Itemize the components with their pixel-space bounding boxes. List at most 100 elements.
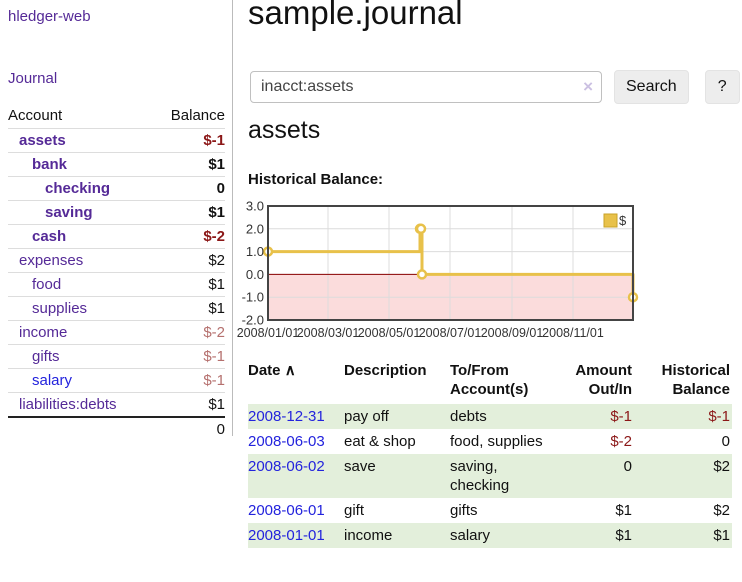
account-row: assets $-1 [8, 128, 225, 152]
transaction-row: 2008-06-01 gift gifts $1 $2 [248, 498, 732, 523]
sidebar: hledger-web Journal Account Balance asse… [0, 0, 233, 438]
transaction-accounts: debts [450, 408, 487, 425]
transaction-accounts: saving, checking [450, 458, 510, 494]
account-balance: $1 [208, 396, 225, 413]
col-tofrom: To/From Account(s) [450, 362, 529, 398]
x-axis-tick-label: 2008/07/01 [419, 326, 482, 340]
account-link[interactable]: saving [45, 204, 93, 221]
legend-label: $ [619, 213, 627, 228]
main-content: sample.journal × Search ? assets Histori… [237, 0, 742, 582]
transaction-description: gift [344, 502, 365, 519]
account-row: saving $1 [8, 200, 225, 224]
transaction-description: save [344, 458, 376, 475]
chart-title: Historical Balance: [248, 171, 384, 188]
clear-search-icon[interactable]: × [583, 77, 593, 96]
transaction-row: 2008-06-02 save saving, checking 0 $2 [248, 454, 732, 498]
x-axis-tick-label: 2008/11/01 [542, 326, 604, 340]
account-row: liabilities:debts $1 [8, 392, 225, 416]
transaction-date-link[interactable]: 2008-06-01 [248, 502, 325, 519]
account-balance: $1 [208, 300, 225, 317]
account-balance: $-1 [203, 372, 225, 389]
y-axis-tick-label: 0.0 [246, 267, 264, 282]
account-link[interactable]: food [32, 276, 62, 293]
col-amount: Amount Out/In [575, 362, 632, 398]
x-axis-tick-label: 2008/09/01 [481, 326, 544, 340]
sidebar-item-journal[interactable]: Journal [8, 70, 58, 87]
accounts-table: Account Balance assets $-1 bank $1 check… [8, 104, 225, 441]
transaction-description: eat & shop [344, 433, 416, 450]
page-title: sample.journal [248, 0, 463, 31]
transaction-date-link[interactable]: 2008-01-01 [248, 527, 325, 544]
app-brand-link[interactable]: hledger-web [8, 8, 91, 25]
transaction-date-link[interactable]: 2008-06-02 [248, 458, 325, 475]
account-balance: $-1 [203, 132, 225, 149]
col-description: Description [344, 362, 427, 379]
account-row: expenses $2 [8, 248, 225, 272]
transaction-balance: $-1 [708, 408, 730, 425]
account-balance: $1 [208, 156, 225, 173]
account-balance: $2 [208, 252, 225, 269]
account-link[interactable]: checking [45, 180, 111, 197]
transaction-description: income [344, 527, 393, 544]
transaction-balance: 0 [721, 433, 730, 450]
account-balance: 0 [216, 180, 225, 197]
account-link[interactable]: income [19, 324, 68, 341]
accounts-total: 0 [8, 416, 225, 441]
transaction-row: 2008-12-31 pay off debts $-1 $-1 [248, 404, 732, 429]
register-header-row: Date ∧ Description To/From Account(s) Am… [248, 358, 732, 404]
account-link[interactable]: cash [32, 228, 67, 245]
transaction-row: 2008-01-01 income salary $1 $1 [248, 523, 732, 548]
transaction-row: 2008-06-03 eat & shop food, supplies $-2… [248, 429, 732, 454]
plot-border [267, 205, 634, 321]
col-date[interactable]: Date ∧ [248, 358, 344, 404]
account-row: cash $-2 [8, 224, 225, 248]
help-button[interactable]: ? [704, 70, 740, 104]
account-link[interactable]: supplies [32, 300, 88, 317]
accounts-table-header: Account Balance [8, 104, 225, 128]
account-row: supplies $1 [8, 296, 225, 320]
col-balance: Historical Balance [661, 362, 730, 398]
legend-swatch [603, 213, 618, 228]
account-link[interactable]: salary [32, 372, 73, 389]
transaction-accounts: food, supplies [450, 433, 543, 450]
account-row: checking 0 [8, 176, 225, 200]
account-row: gifts $-1 [8, 344, 225, 368]
account-link[interactable]: expenses [19, 252, 84, 269]
search-bar: × Search ? [250, 70, 740, 104]
transaction-date-link[interactable]: 2008-06-03 [248, 433, 325, 450]
y-axis-tick-label: 3.0 [246, 199, 264, 214]
data-point-marker [415, 223, 427, 235]
transaction-balance: $1 [713, 527, 730, 544]
y-axis-tick-label: 1.0 [246, 244, 264, 259]
account-link[interactable]: gifts [32, 348, 60, 365]
y-axis-tick-label: -2.0 [242, 313, 264, 328]
account-link[interactable]: assets [19, 132, 66, 149]
account-row: salary $-1 [8, 368, 225, 392]
transaction-amount: $-2 [610, 433, 632, 450]
y-axis-tick-label: -1.0 [242, 290, 264, 305]
account-row: bank $1 [8, 152, 225, 176]
register-table: Date ∧ Description To/From Account(s) Am… [248, 358, 732, 548]
x-axis-tick-label: 2008/01/01 [237, 326, 300, 340]
account-link[interactable]: liabilities:debts [19, 396, 117, 413]
transaction-balance: $2 [713, 502, 730, 519]
y-axis-tick-label: 2.0 [246, 221, 264, 236]
x-axis-tick-label: 2008/05/01 [358, 326, 421, 340]
search-button[interactable]: Search [614, 70, 689, 104]
historical-balance-chart: $3.0 2.0 1.0 0.0 -1.0 -2.02008/01/012008/03/0… [237, 199, 639, 340]
account-balance: $1 [208, 276, 225, 293]
account-balance: $-2 [203, 228, 225, 245]
transaction-date-link[interactable]: 2008-12-31 [248, 408, 325, 425]
transaction-amount: $1 [615, 502, 632, 519]
transaction-description: pay off [344, 408, 389, 425]
data-point-marker [416, 269, 428, 280]
x-axis-tick-label: 2008/03/01 [297, 326, 360, 340]
transaction-balance: $2 [713, 458, 730, 475]
account-link[interactable]: bank [32, 156, 68, 173]
account-row: income $-2 [8, 320, 225, 344]
transaction-accounts: gifts [450, 502, 478, 519]
transaction-accounts: salary [450, 527, 491, 544]
search-input[interactable] [250, 71, 602, 103]
sort-asc-icon: ∧ [284, 362, 296, 379]
account-balance: $-1 [203, 348, 225, 365]
